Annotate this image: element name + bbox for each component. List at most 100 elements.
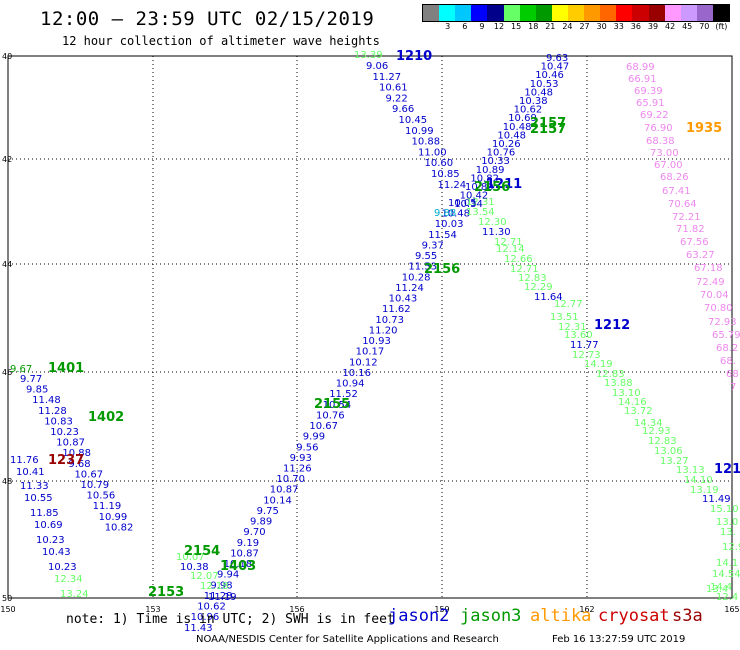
wave-height-value: 10.67 (309, 421, 338, 432)
wave-height-value: 14.16 (618, 397, 647, 408)
wave-height-value: 10.53 (530, 79, 559, 90)
wave-height-value: 12.07 (190, 571, 219, 582)
track-id-label: 1212 (594, 318, 630, 333)
wave-height-value: 9.77 (20, 374, 42, 385)
wave-height-value: 13.60 (564, 330, 593, 341)
wave-height-value: 10.42 (460, 191, 489, 202)
wave-height-value: 13.88 (604, 378, 633, 389)
wave-height-value: 11.30 (482, 227, 511, 238)
color-scale-label (422, 22, 439, 31)
x-tick-label: 153 (145, 605, 160, 614)
wave-height-value: 14.1 (716, 558, 738, 569)
color-scale-label: 30 (596, 22, 607, 31)
wave-height-value: 72.21 (672, 212, 701, 223)
y-tick-label: 44 (2, 260, 12, 269)
color-scale-label: (ft) (715, 22, 728, 31)
track-id-label: 2157 (530, 122, 566, 137)
color-swatch (455, 5, 472, 21)
wave-height-value: 10.88 (62, 448, 91, 459)
wave-height-value: 10.76 (316, 410, 345, 421)
wave-height-value: 10.55 (24, 493, 53, 504)
wave-height-value: 11.24 (438, 180, 467, 191)
color-swatch (632, 5, 649, 21)
wave-height-value: 11.62 (382, 304, 411, 315)
wave-height-value: 9.06 (366, 61, 388, 72)
wave-height-value: 70.64 (668, 199, 697, 210)
wave-height-value: 9.88 (434, 208, 456, 219)
wave-height-value: 10.69 (34, 520, 63, 531)
color-scale-label: 36 (630, 22, 641, 31)
wave-height-value: 9.55 (415, 251, 437, 262)
track-id-label: 1402 (88, 410, 124, 425)
wave-height-value: 13.0 (716, 517, 738, 528)
wave-height-value: 10.88 (412, 137, 441, 148)
color-swatch (680, 5, 697, 21)
wave-height-value: 9.68 (68, 459, 90, 470)
color-scale-label: 12 (493, 22, 505, 31)
wave-height-value: 11.27 (373, 72, 402, 83)
color-scale-label: 3 (445, 22, 451, 31)
wave-height-value: 12.30 (478, 217, 507, 228)
wave-height-value: 11.26 (283, 464, 312, 475)
satellite-altika: altika (530, 606, 592, 626)
wave-height-value: 12.83 (518, 273, 547, 284)
wave-height-value: 10.43 (389, 294, 418, 305)
wave-height-value: 11.77 (570, 340, 599, 351)
wave-height-value: 14.54 (712, 569, 740, 580)
wave-height-value: 68.99 (626, 62, 655, 73)
satellite-jason2: jason2 (388, 606, 450, 626)
wave-height-value: 11.52 (329, 389, 358, 400)
color-swatch (519, 5, 536, 21)
wave-height-value: 10.61 (379, 83, 408, 94)
wave-height-value: 9.66 (392, 104, 414, 115)
wave-height-value: 13.39 (354, 50, 383, 61)
color-swatch (423, 5, 440, 21)
wave-height-value: 10.16 (342, 368, 371, 379)
color-scale-label: 15 (511, 22, 522, 31)
y-tick-label: 46 (2, 368, 12, 377)
wave-height-value: 10.56 (87, 491, 116, 502)
wave-height-value: 10.38 (180, 562, 209, 573)
wave-height-value: 10.48 (524, 87, 553, 98)
wave-height-value: 70.04 (700, 290, 729, 301)
wave-height-value: 10.28 (402, 272, 431, 283)
x-tick-label: 165 (724, 605, 739, 614)
wave-height-value: 68 (726, 369, 739, 380)
wave-height-value: 10.62 (514, 105, 543, 116)
wave-height-value: 68.26 (660, 172, 689, 183)
wave-height-value: 10.23 (50, 427, 79, 438)
wave-height-value: 13.06 (654, 446, 683, 457)
wave-height-value: 11.53 (408, 262, 437, 273)
color-scale-label: 24 (562, 22, 573, 31)
wave-height-value: 10.60 (425, 158, 454, 169)
wave-height-value: 10.23 (36, 535, 65, 546)
track-id-label: 1403 (220, 559, 256, 574)
wave-height-value: 63.27 (686, 250, 715, 261)
satellite-cryosat: cryosat (598, 606, 670, 626)
wave-height-value: 10.45 (399, 115, 428, 126)
wave-height-value: 10.83 (44, 416, 73, 427)
wave-height-value: 13.4 (706, 584, 728, 595)
wave-height-value: 12.4 (716, 592, 738, 603)
wave-height-value: 13.51 (550, 312, 579, 323)
wave-height-value: 11.85 (30, 508, 59, 519)
wave-height-value: 14.19 (584, 359, 613, 370)
wave-height-value: 14.4 (710, 582, 732, 593)
track-id-label: 2156 (474, 180, 510, 195)
wave-height-value: 10.33 (481, 156, 510, 167)
wave-height-value: 67.18 (694, 263, 723, 274)
wave-height-value: 7 (730, 382, 736, 393)
footnote: note: 1) Time is in UTC; 2) SWH is in fe… (66, 612, 395, 627)
wave-height-value: 10.82 (105, 522, 134, 533)
color-swatch (471, 5, 488, 21)
color-swatch (696, 5, 713, 21)
wave-height-value: 10.03 (435, 219, 464, 230)
page-subtitle: 12 hour collection of altimeter wave hei… (62, 34, 380, 48)
wave-height-value: 67.41 (662, 186, 691, 197)
color-swatch (600, 5, 617, 21)
color-scale-label: 21 (545, 22, 556, 31)
wave-height-value: 73.00 (650, 148, 679, 159)
wave-height-value: 9.67 (10, 364, 32, 375)
track-id-label: 2155 (314, 397, 350, 412)
wave-height-value: 10.18 (224, 559, 253, 570)
